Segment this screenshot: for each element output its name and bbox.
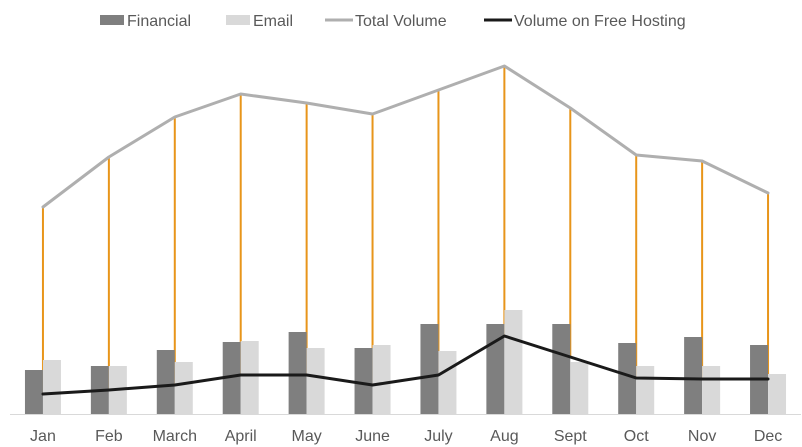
- x-tick-label: May: [292, 428, 322, 445]
- bar-financial-aug: [486, 324, 505, 414]
- bar-email-nov: [702, 366, 721, 414]
- bar-email-july: [438, 351, 457, 414]
- bar-email-dec: [768, 374, 787, 414]
- legend-item-volume-on-free-hosting: Volume on Free Hosting: [484, 13, 686, 30]
- x-tick-label: July: [424, 428, 452, 445]
- bar-financial-april: [222, 342, 241, 414]
- legend-item-financial: Financial: [100, 13, 191, 30]
- line-total-volume: [41, 64, 770, 209]
- bar-financial-oct: [618, 343, 637, 414]
- line-volume-on-free-hosting: [41, 334, 770, 396]
- bar-financial-july: [420, 324, 439, 414]
- bar-financial-jan: [24, 370, 43, 414]
- bar-email-june: [372, 345, 391, 414]
- x-tick-label: March: [153, 428, 197, 445]
- legend-swatch: [226, 15, 250, 25]
- bar-financial-may: [288, 332, 307, 414]
- bar-email-april: [240, 341, 259, 414]
- x-tick-label: Jan: [30, 428, 56, 445]
- bar-financial-sept: [552, 324, 571, 414]
- bar-email-may: [306, 348, 325, 414]
- x-tick-label: Feb: [95, 428, 123, 445]
- bar-financial-june: [354, 348, 373, 414]
- x-tick-label: Sept: [554, 428, 587, 445]
- legend-label: Volume on Free Hosting: [514, 13, 686, 30]
- x-axis-ticks: Jan Feb March April May June July Aug Sept Oct Nov…: [30, 428, 782, 445]
- x-tick-label: Oct: [624, 428, 649, 445]
- legend-label: Total Volume: [355, 13, 447, 30]
- bar-email-march: [174, 362, 193, 414]
- legend-label: Financial: [127, 13, 191, 30]
- x-tick-label: Aug: [490, 428, 518, 445]
- bar-financial-nov: [684, 337, 703, 414]
- x-tick-label: Nov: [688, 428, 716, 445]
- line-series: [41, 64, 770, 396]
- bar-email-oct: [636, 366, 655, 414]
- bar-financial-march: [156, 350, 175, 414]
- legend-item-total-volume: Total Volume: [325, 13, 447, 30]
- legend-swatch: [100, 15, 124, 25]
- legend-label: Email: [253, 13, 293, 30]
- x-tick-label: Dec: [754, 428, 782, 445]
- bar-email-jan: [42, 360, 61, 414]
- x-tick-label: April: [225, 428, 257, 445]
- bars: [24, 310, 787, 414]
- legend: Financial Email Total Volume Volume on Free…: [100, 13, 686, 30]
- bar-email-aug: [504, 310, 523, 414]
- bar-email-sept: [570, 362, 589, 414]
- drop-lines: [41, 66, 770, 394]
- legend-item-email: Email: [226, 13, 293, 30]
- x-tick-label: June: [355, 428, 390, 445]
